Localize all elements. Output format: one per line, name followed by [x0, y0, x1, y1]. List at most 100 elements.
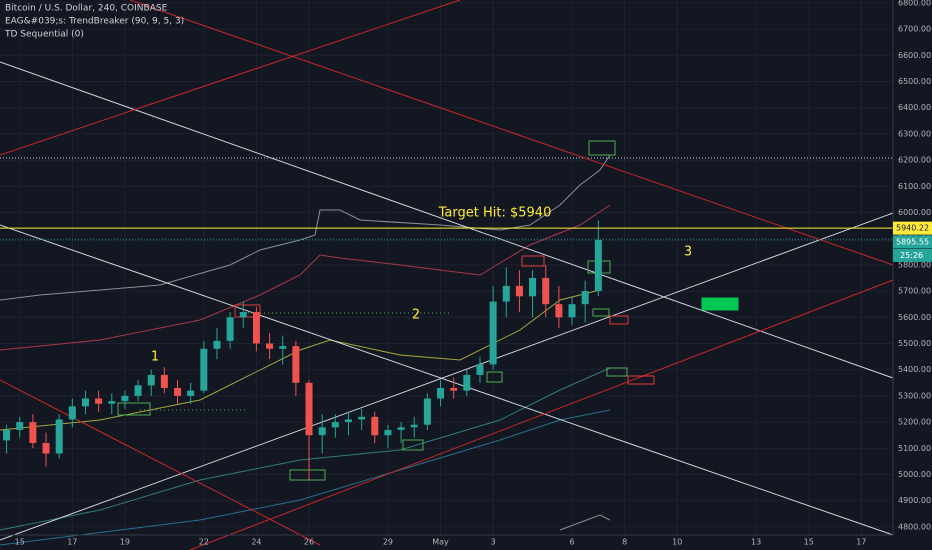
drawings	[0, 0, 894, 550]
candle-body	[371, 416, 379, 436]
candle-body	[42, 443, 50, 454]
price-axis	[893, 0, 932, 550]
y-tick-label: 4900.00	[898, 496, 931, 505]
candle-body	[331, 422, 339, 428]
candle-body	[3, 429, 11, 441]
box	[234, 304, 261, 318]
box	[606, 367, 628, 377]
candle-body	[410, 424, 418, 428]
candle-body	[542, 277, 550, 305]
candle-body	[68, 406, 76, 420]
box	[486, 371, 503, 383]
candle-body	[384, 429, 392, 436]
trendline	[0, 0, 461, 156]
candle-body	[279, 346, 287, 349]
candle-body	[437, 388, 445, 399]
indicator-name: EAG&#039;s: TrendBreaker (90, 9, 5, 3)	[5, 17, 184, 27]
box	[402, 439, 424, 451]
x-tick-label: 13	[751, 538, 761, 547]
trendline	[0, 61, 894, 379]
candle-body	[568, 304, 576, 318]
y-tick-label: 6200.00	[898, 156, 931, 165]
candle-body	[239, 312, 247, 318]
y-tick-label: 5100.00	[898, 444, 931, 453]
candle-body	[174, 388, 182, 396]
candle-body	[108, 401, 116, 404]
x-tick-label: 17	[856, 538, 866, 547]
annotation: 2	[412, 308, 420, 323]
y-tick-label: 5000.00	[898, 470, 931, 479]
trendline	[129, 0, 894, 266]
candle-body	[397, 427, 405, 430]
y-tick-label: 6500.00	[898, 77, 931, 86]
price-label: 5940.22	[896, 224, 929, 233]
x-tick-label: 15	[804, 538, 814, 547]
box	[627, 375, 655, 385]
box	[609, 315, 629, 325]
symbol-title: Bitcoin / U.S. Dollar, 240, COINBASE	[5, 4, 168, 14]
candle-body	[147, 374, 155, 386]
y-tick-label: 4800.00	[898, 522, 931, 531]
box	[289, 469, 326, 481]
box	[117, 402, 151, 416]
candle-body	[200, 348, 208, 391]
y-tick-label: 5200.00	[898, 418, 931, 427]
candle-body	[266, 343, 274, 349]
candle-body	[134, 385, 142, 396]
candle-body	[252, 312, 260, 344]
candle-body	[29, 422, 37, 444]
labels: 4800.00 4900.00 5000.00 5100.00 5200.00 5300.…	[15, 0, 932, 547]
trendline	[0, 224, 894, 536]
target-box	[701, 297, 739, 311]
candle-body	[55, 419, 63, 454]
candle-body	[555, 304, 563, 318]
x-tick-label: 24	[251, 538, 261, 547]
x-tick-label: 8	[622, 538, 627, 547]
candle-body	[423, 398, 431, 425]
y-tick-label: 5400.00	[898, 365, 931, 374]
grid	[0, 0, 893, 535]
candle-body	[95, 398, 103, 404]
price-label: 5895.55	[896, 237, 929, 246]
price-tag	[893, 235, 932, 249]
candle-body	[529, 277, 537, 297]
y-tick-label: 5300.00	[898, 391, 931, 400]
trendline	[0, 379, 321, 546]
candle-body	[515, 285, 523, 297]
trendline	[189, 279, 894, 550]
x-tick-label: 6	[569, 538, 574, 547]
indicator-name: TD Sequential (0)	[4, 30, 84, 40]
candle-body	[476, 364, 484, 375]
candles	[0, 220, 893, 480]
y-tick-label: 5600.00	[898, 313, 931, 322]
annotation: 1	[151, 350, 159, 365]
candle-body	[344, 419, 352, 423]
candle-body	[187, 390, 195, 396]
y-tick-label: 6700.00	[898, 25, 931, 34]
x-tick-label: 19	[120, 538, 130, 547]
price-tag	[893, 221, 932, 235]
candle-body	[292, 346, 300, 383]
x-tick-label: 3	[491, 538, 496, 547]
y-tick-label: 6600.00	[898, 51, 931, 60]
ma-teal	[0, 367, 611, 531]
y-tick-label: 6800.00	[898, 0, 931, 7]
y-tick-label: 6400.00	[898, 103, 931, 112]
x-tick-label: 29	[383, 538, 393, 547]
x-tick-label: May	[432, 538, 449, 547]
candle-body	[358, 416, 366, 420]
candle-body	[81, 398, 89, 407]
countdown: 25:26	[900, 251, 923, 260]
y-tick-label: 6300.00	[898, 129, 931, 138]
box	[592, 308, 610, 317]
candle-body	[594, 239, 602, 292]
y-tick-label: 5500.00	[898, 339, 931, 348]
candle-body	[226, 317, 234, 341]
x-tick-label: 26	[304, 538, 314, 547]
y-tick-label: 6000.00	[898, 208, 931, 217]
trendline	[0, 212, 894, 541]
candle-body	[160, 374, 168, 389]
candle-body	[121, 395, 129, 402]
